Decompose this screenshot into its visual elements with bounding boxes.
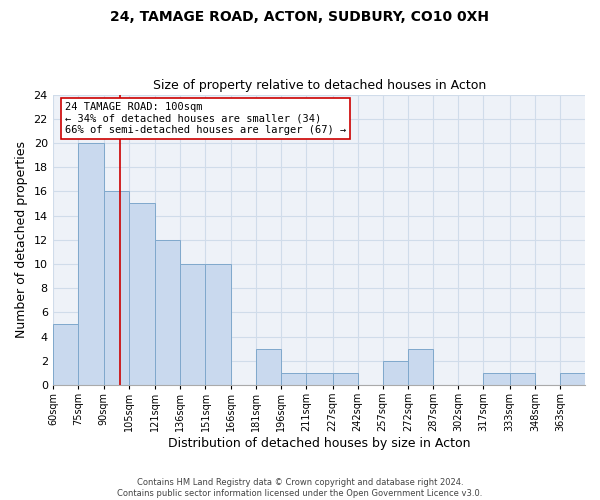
Bar — [155, 240, 181, 385]
Bar — [560, 373, 585, 385]
Bar — [256, 348, 281, 385]
Text: Contains HM Land Registry data © Crown copyright and database right 2024.
Contai: Contains HM Land Registry data © Crown c… — [118, 478, 482, 498]
Bar — [332, 373, 358, 385]
Bar — [104, 192, 128, 385]
Bar — [306, 373, 332, 385]
Text: 24 TAMAGE ROAD: 100sqm
← 34% of detached houses are smaller (34)
66% of semi-det: 24 TAMAGE ROAD: 100sqm ← 34% of detached… — [65, 102, 346, 135]
Bar — [181, 264, 205, 385]
Bar — [128, 204, 155, 385]
Bar — [281, 373, 306, 385]
Bar — [79, 143, 104, 385]
Bar — [483, 373, 510, 385]
Bar — [383, 361, 408, 385]
Title: Size of property relative to detached houses in Acton: Size of property relative to detached ho… — [152, 79, 486, 92]
Y-axis label: Number of detached properties: Number of detached properties — [15, 142, 28, 338]
Bar — [53, 324, 79, 385]
Bar — [510, 373, 535, 385]
Bar — [408, 348, 433, 385]
Bar — [205, 264, 230, 385]
X-axis label: Distribution of detached houses by size in Acton: Distribution of detached houses by size … — [168, 437, 470, 450]
Text: 24, TAMAGE ROAD, ACTON, SUDBURY, CO10 0XH: 24, TAMAGE ROAD, ACTON, SUDBURY, CO10 0X… — [110, 10, 490, 24]
